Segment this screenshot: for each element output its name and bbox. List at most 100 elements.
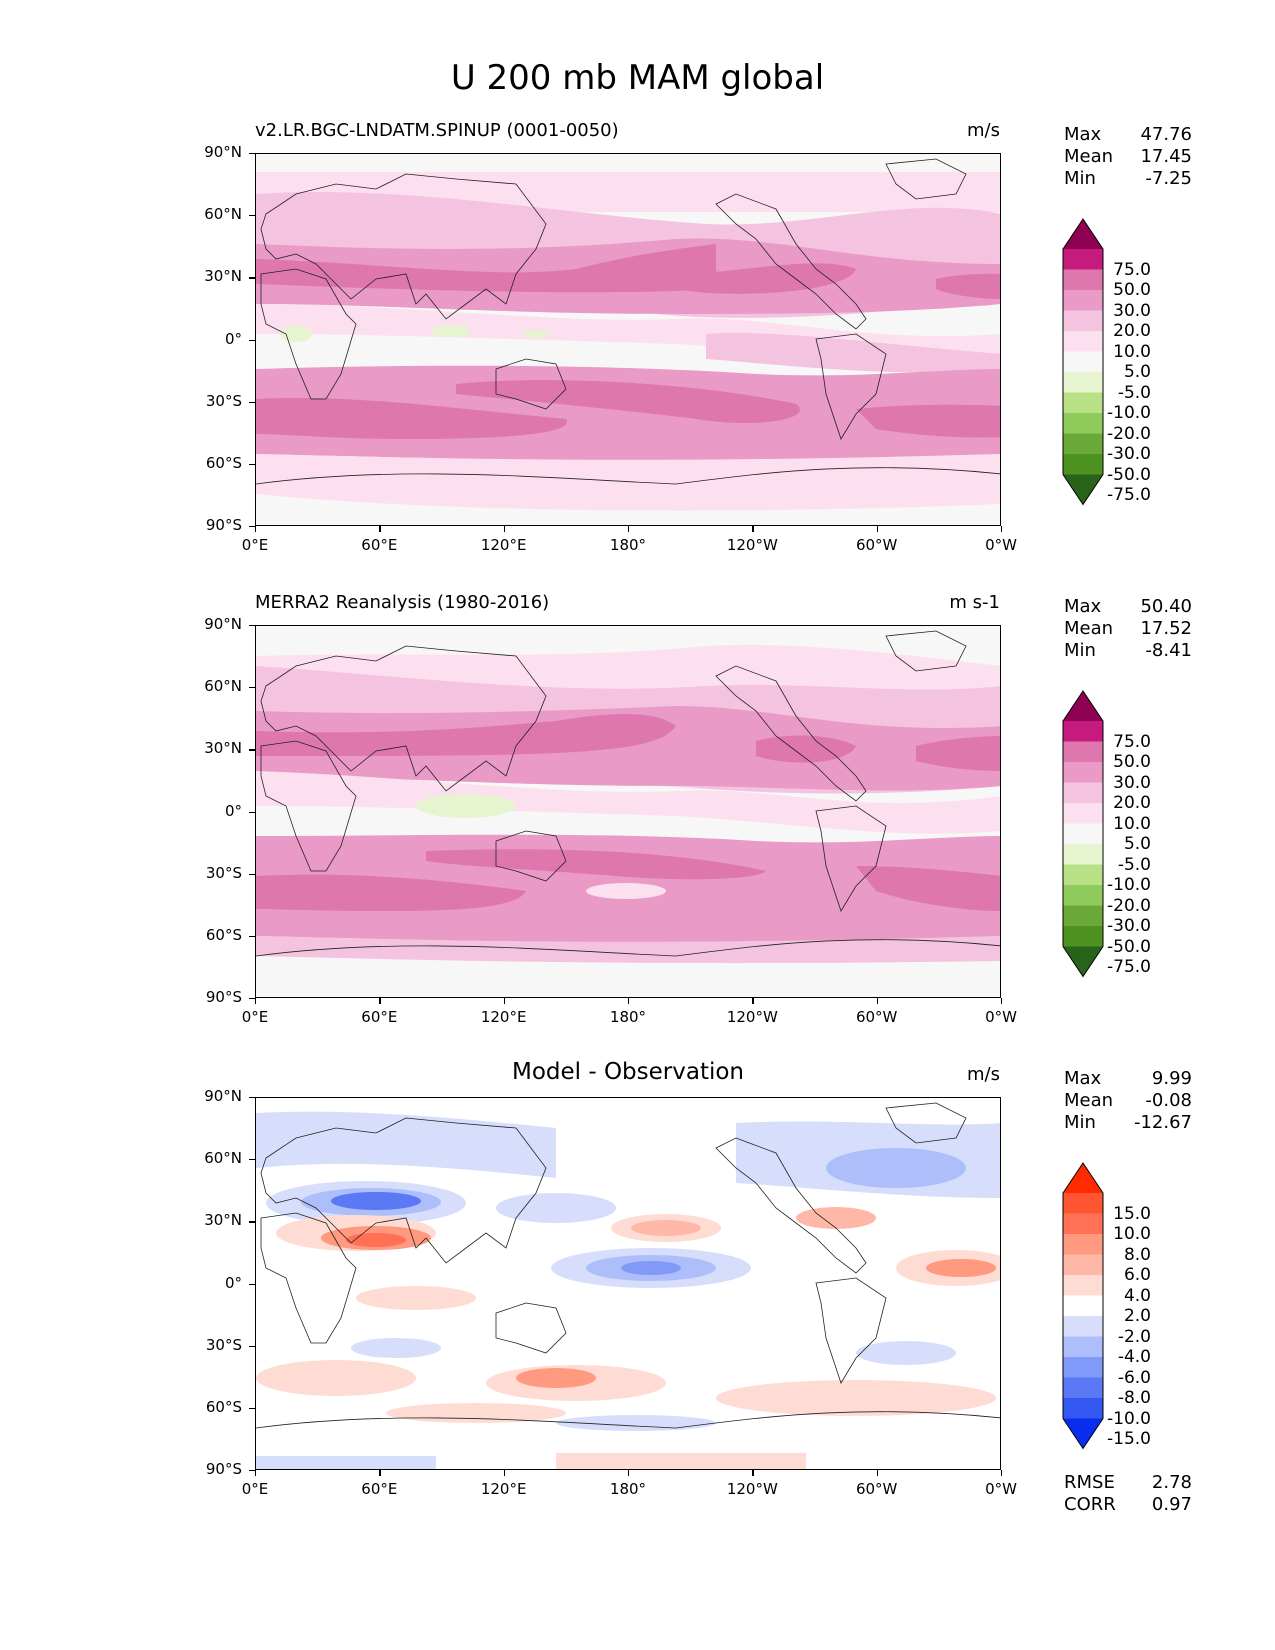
colorbar-segment [1063,1336,1103,1358]
stat-label: Max [1064,124,1102,145]
colorbar-tick-label: 30.0 [1113,300,1151,321]
stat-label: Mean [1064,1090,1114,1111]
colorbar-tick-label: 5.0 [1123,362,1151,382]
x-tick-label: 0°W [985,1480,1017,1498]
colorbar-segment [1063,926,1103,947]
colorbar-segment [1063,823,1103,845]
x-tick [255,526,257,532]
stat-value: 50.40 [1140,596,1192,617]
colorbar-segment [1063,1295,1103,1317]
x-tick-label: 180° [609,536,647,554]
x-tick-label: 60°E [361,1480,398,1498]
y-tick [249,401,255,403]
stats-box: Max 9.99 Mean -0.08 Min -12.67 [1064,1068,1192,1134]
stat-label: Min [1064,1112,1096,1133]
stat-value: 9.99 [1151,1068,1192,1089]
stat-label: Min [1064,640,1096,661]
y-tick-label: 30°N [204,267,242,286]
colorbar-tick-label: -75.0 [1107,957,1151,977]
y-tick [249,1159,255,1161]
y-tick [249,998,255,1000]
stat-value: 2.78 [1151,1471,1192,1493]
y-tick-label: 90°N [204,615,242,633]
colorbar-segment [1063,1193,1103,1214]
colorbar-outline [1062,218,1104,506]
stat-value: -8.41 [1145,640,1192,661]
x-tick [628,526,630,532]
x-tick [379,1470,381,1476]
x-tick-label: 180° [609,1008,647,1026]
x-tick [379,998,381,1004]
colorbar-tick-label: -5.0 [1117,854,1151,875]
colorbar-segment [1063,249,1103,270]
colorbar-tick-label: 50.0 [1113,280,1151,300]
map-diff-field [256,1098,1000,1469]
panel-title: Model - Observation [511,1059,745,1085]
colorbar-tick-label: 5.0 [1123,834,1151,854]
colorbar-segment [1063,1357,1103,1378]
colorbar-segment [1063,290,1103,311]
x-tick [628,998,630,1004]
y-tick-label: 60°S [205,1397,242,1416]
y-tick [249,153,255,155]
y-tick [249,625,255,627]
y-tick [249,215,255,217]
colorbar-tick-label: -10.0 [1107,875,1151,895]
colorbar-segment [1063,803,1103,824]
y-tick-label: 60°S [205,453,242,472]
x-tick [379,526,381,532]
colorbar-segment [1063,1398,1103,1419]
colorbar-tick-label: -10.0 [1107,1408,1151,1429]
stat-max: Max 9.99 [1064,1068,1192,1090]
stat-value: 0.97 [1151,1493,1192,1515]
stat-label: RMSE [1064,1471,1115,1493]
colorbar-segment [1063,885,1103,906]
stats-box: Max 50.40 Mean 17.52 Min -8.41 [1064,596,1192,662]
colorbar-segment [1063,1234,1103,1255]
y-tick [249,687,255,689]
x-tick-label: 0°E [241,1008,269,1026]
panel-units: m/s [967,120,1000,141]
y-tick [249,463,255,466]
colorbar [1062,1162,1104,1450]
x-tick-label: 120°E [480,1008,527,1026]
x-tick-label: 0°W [985,536,1017,554]
panel-title: MERRA2 Reanalysis (1980-2016) [255,592,550,613]
stat-min: Min -8.41 [1064,640,1192,662]
y-tick-label: 60°N [204,205,242,224]
colorbar-tick-label: 15.0 [1113,1203,1151,1224]
colorbar-segment [1063,392,1103,414]
colorbar-segment [1063,269,1103,291]
stat-mean: Mean -0.08 [1064,1090,1192,1112]
colorbar-tick-label: -2.0 [1117,1326,1151,1347]
colorbar-extend-top [1063,691,1103,721]
x-tick [1001,1470,1003,1476]
colorbar-tick-label: -30.0 [1107,916,1151,936]
x-tick [876,1470,878,1476]
y-tick-label: 90°N [204,143,242,161]
y-tick [249,811,255,813]
x-tick-label: 60°W [855,536,898,554]
colorbar-tick-label: -6.0 [1117,1367,1151,1388]
colorbar-tick-label: 4.0 [1123,1285,1151,1306]
panel-units: m/s [967,1064,1000,1085]
y-tick [249,1283,255,1285]
colorbar-tick-label: -50.0 [1107,936,1151,957]
y-tick-label: 30°N [204,1211,242,1230]
colorbar-tick-label: 6.0 [1123,1265,1151,1285]
stat-mean: Mean 17.45 [1064,146,1192,168]
colorbar-segment [1063,372,1103,393]
error-stats: RMSE 2.78 CORR 0.97 [1064,1472,1192,1516]
stat-max: Max 50.40 [1064,596,1192,618]
stat-value: 17.45 [1140,146,1192,167]
colorbar-tick-label: -50.0 [1107,464,1151,485]
colorbar-outline [1062,1162,1104,1450]
colorbar-extend-bottom [1063,474,1103,505]
colorbar-tick-label: 8.0 [1123,1244,1151,1265]
stat-label: Mean [1064,618,1114,639]
stat-corr: CORR 0.97 [1064,1494,1192,1516]
colorbar-segment [1063,844,1103,865]
colorbar-extend-bottom [1063,1418,1103,1449]
x-tick [876,998,878,1004]
colorbar-segment [1063,782,1103,804]
